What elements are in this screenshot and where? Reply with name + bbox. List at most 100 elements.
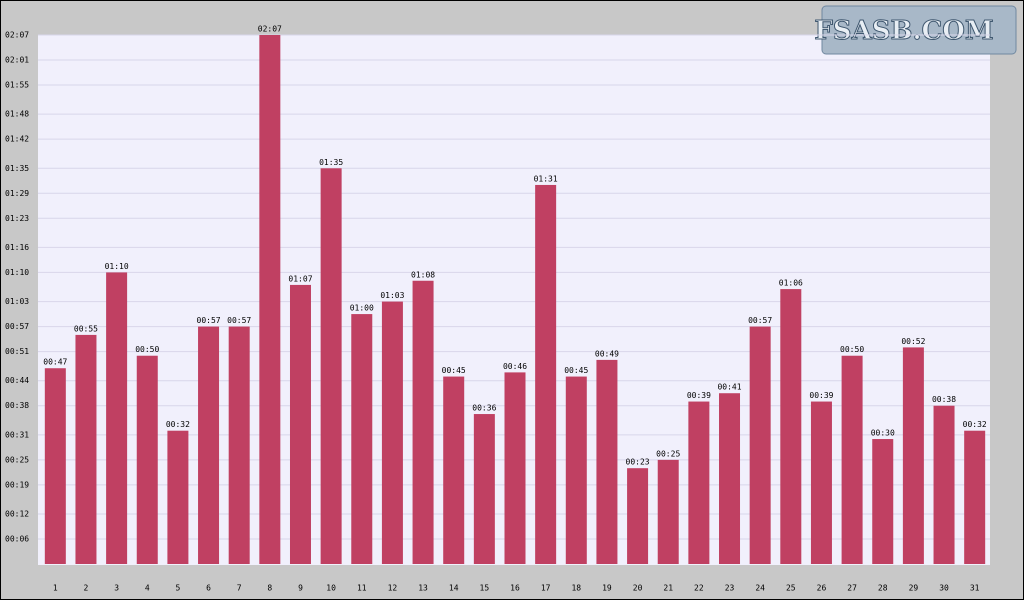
x-tick-label: 9 (298, 584, 303, 593)
x-tick-label: 5 (175, 584, 180, 593)
bar (902, 347, 924, 564)
x-tick-label: 28 (878, 584, 888, 593)
x-tick-label: 30 (939, 584, 949, 593)
watermark: FSASB.COM (814, 16, 993, 46)
x-tick-label: 13 (418, 584, 428, 593)
bar (136, 355, 158, 564)
x-tick-label: 21 (663, 584, 673, 593)
value-label: 00:39 (809, 391, 833, 400)
logo-box (821, 5, 1017, 55)
x-tick-label: 2 (84, 584, 89, 593)
bar (228, 326, 250, 564)
value-label: 00:50 (840, 345, 864, 354)
value-label: 00:38 (932, 395, 956, 404)
x-tick-label: 14 (449, 584, 459, 593)
x-tick-label: 4 (145, 584, 150, 593)
bar (688, 401, 710, 564)
bar (412, 280, 434, 564)
value-label: 00:39 (687, 391, 711, 400)
bar (657, 459, 679, 564)
value-label: 02:07 (258, 25, 282, 34)
bar (106, 272, 128, 564)
y-tick-label: 01:48 (5, 110, 29, 119)
value-label: 00:55 (74, 324, 98, 333)
bar (964, 430, 986, 564)
bar (351, 314, 373, 564)
value-label: 00:30 (871, 429, 895, 438)
value-label: 00:47 (43, 358, 67, 367)
value-label: 01:35 (319, 158, 343, 167)
x-tick-label: 29 (909, 584, 919, 593)
value-label: 00:36 (472, 404, 496, 413)
value-label: 00:50 (135, 345, 159, 354)
bar (749, 326, 771, 564)
y-tick-label: 01:29 (5, 189, 29, 198)
x-tick-label: 15 (480, 584, 490, 593)
x-tick-label: 23 (725, 584, 735, 593)
value-label: 00:46 (503, 362, 527, 371)
x-tick-label: 24 (755, 584, 765, 593)
y-tick-label: 01:42 (5, 135, 29, 144)
bar (289, 284, 311, 564)
bar (780, 289, 802, 564)
bar (565, 376, 587, 564)
y-tick-label: 01:55 (5, 80, 29, 89)
bar (535, 184, 557, 564)
y-tick-label: 02:01 (5, 55, 29, 64)
value-label: 01:08 (411, 270, 435, 279)
bar (933, 405, 955, 564)
value-label: 00:23 (626, 458, 650, 467)
value-label: 00:32 (963, 420, 987, 429)
bar (719, 393, 741, 564)
bar (320, 168, 342, 565)
value-label: 00:41 (717, 383, 741, 392)
x-tick-label: 19 (602, 584, 612, 593)
value-label: 00:45 (564, 366, 588, 375)
y-tick-label: 01:03 (5, 297, 29, 306)
x-tick-label: 16 (510, 584, 520, 593)
x-tick-label: 10 (326, 584, 336, 593)
bar (810, 401, 832, 564)
x-tick-label: 11 (357, 584, 367, 593)
y-tick-label: 02:07 (5, 31, 29, 40)
y-tick-label: 01:35 (5, 164, 29, 173)
x-tick-label: 22 (694, 584, 704, 593)
bar (167, 430, 189, 564)
bar (259, 35, 281, 564)
y-tick-label: 00:44 (5, 376, 29, 385)
value-label: 00:57 (197, 316, 221, 325)
value-label: 00:57 (227, 316, 251, 325)
value-label: 00:45 (442, 366, 466, 375)
value-label: 00:57 (748, 316, 772, 325)
value-label: 00:25 (656, 449, 680, 458)
x-tick-label: 3 (114, 584, 119, 593)
y-tick-label: 00:25 (5, 455, 29, 464)
bar (473, 414, 495, 564)
y-tick-label: 00:57 (5, 322, 29, 331)
x-tick-label: 6 (206, 584, 211, 593)
value-label: 01:03 (380, 291, 404, 300)
value-label: 01:31 (534, 174, 558, 183)
bar (872, 439, 894, 564)
x-tick-label: 27 (847, 584, 857, 593)
value-label: 00:32 (166, 420, 190, 429)
x-tick-label: 18 (571, 584, 581, 593)
y-tick-label: 01:23 (5, 214, 29, 223)
value-label: 01:10 (105, 262, 129, 271)
value-label: 01:07 (288, 274, 312, 283)
x-tick-label: 12 (388, 584, 398, 593)
y-tick-label: 00:06 (5, 535, 29, 544)
y-tick-label: 00:38 (5, 401, 29, 410)
value-label: 01:06 (779, 279, 803, 288)
value-label: 00:52 (901, 337, 925, 346)
bar (381, 301, 403, 564)
bar (75, 334, 97, 564)
bar (504, 372, 526, 564)
bar (198, 326, 220, 564)
value-label: 01:00 (350, 304, 374, 313)
y-tick-label: 01:16 (5, 243, 29, 252)
bar (44, 368, 66, 564)
bar (627, 468, 649, 564)
value-label: 00:49 (595, 349, 619, 358)
